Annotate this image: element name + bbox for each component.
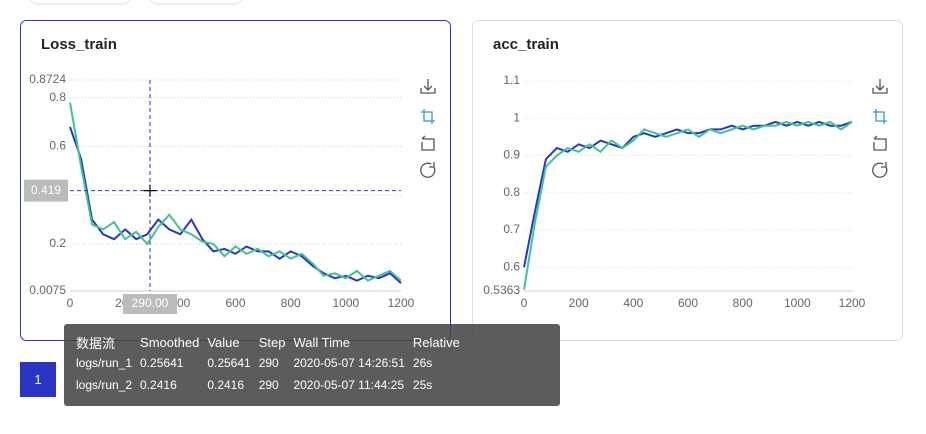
download-icon[interactable]	[872, 79, 888, 94]
y-tick-label: 0.8	[49, 90, 66, 104]
x-tick-label: 1000	[332, 296, 359, 310]
tooltip-cell: 0.25641	[140, 356, 184, 370]
y-tick-label: 0.0075	[29, 283, 66, 297]
top-button[interactable]	[150, 0, 242, 5]
x-tick-label: 600	[225, 296, 245, 310]
y-tick-label: 0.6	[49, 139, 66, 153]
x-tick-label: 800	[281, 296, 301, 310]
series-line	[69, 126, 402, 284]
y-tick-label: 0.9	[503, 148, 520, 162]
tooltip-column: Step	[258, 334, 286, 350]
download-icon[interactable]	[420, 79, 436, 94]
x-tick-label: 600	[678, 296, 698, 310]
x-tick-label: 1000	[784, 296, 811, 310]
tooltip-cell: 0.2416	[140, 378, 177, 392]
tooltip-cell: 25s	[412, 378, 433, 392]
toolbar	[420, 79, 436, 178]
x-tick-label: 0	[521, 296, 528, 310]
crosshair-label-bg	[122, 294, 177, 314]
tooltip-column: Smoothed	[140, 334, 200, 350]
card	[472, 20, 903, 341]
y-tick-label: 0.8	[503, 185, 520, 199]
top-button[interactable]	[30, 0, 130, 5]
chart-title: acc_train	[493, 36, 559, 53]
tooltip-row: logs/run_1 0.25641 0.25641 290 2020-05-07 14…	[72, 352, 464, 374]
crosshair-x-label: 290.00	[132, 296, 169, 310]
toolbar	[872, 79, 888, 178]
series-line	[523, 120, 853, 268]
tooltip-column: Relative	[412, 334, 460, 350]
y-tick-label: 1.1	[503, 73, 520, 87]
restore-icon[interactable]	[421, 135, 435, 151]
tooltip-column: Wall Time	[293, 334, 351, 350]
chart-title: Loss_train	[41, 36, 117, 53]
x-tick-label: 1200	[388, 296, 415, 310]
tooltip-column: 数据流	[76, 335, 116, 351]
tooltip-table: 数据流 Smoothed Value Step Wall Time Relative log…	[72, 332, 464, 396]
refresh-icon[interactable]	[872, 162, 888, 178]
y-tick-label: 0.5363	[483, 283, 520, 297]
tooltip-header: 数据流 Smoothed Value Step Wall Time Relative	[72, 332, 464, 352]
tooltip-cell: logs/run_1	[76, 356, 133, 370]
x-tick-label: 200	[569, 296, 589, 310]
tooltip-cell: 290	[258, 378, 279, 392]
x-tick-label: 0	[67, 296, 74, 310]
series-line	[69, 102, 402, 282]
tooltip: 数据流 Smoothed Value Step Wall Time Relative log…	[64, 324, 560, 406]
tooltip-cell: logs/run_2	[76, 378, 133, 392]
tooltip-cell: 0.25641	[207, 356, 251, 370]
tooltip-cell: 0.2416	[207, 378, 245, 392]
tooltip-column: Value	[207, 334, 240, 350]
crop-icon[interactable]	[873, 109, 887, 124]
y-tick-label: 0.8724	[29, 72, 66, 86]
cursor	[143, 184, 156, 197]
x-tick-label: 400	[623, 296, 643, 310]
tooltip-cell: 26s	[412, 356, 433, 370]
y-tick-label: 0.7	[503, 222, 520, 236]
refresh-icon[interactable]	[420, 162, 436, 178]
x-tick-label: 1200	[839, 296, 866, 310]
crosshair-label-bg	[24, 179, 68, 202]
tooltip-cell: 2020-05-07 11:44:25	[293, 378, 404, 392]
y-tick-label: 0.6	[503, 259, 520, 273]
tooltip-row: logs/run_2 0.2416 0.2416 290 2020-05-07 11:4…	[72, 374, 464, 396]
page-button[interactable]: 1	[20, 362, 56, 397]
restore-icon[interactable]	[873, 135, 887, 151]
tooltip-cell: 290	[258, 356, 279, 370]
y-tick-label: 0.2	[49, 236, 66, 250]
tooltip-cell: 2020-05-07 14:26:51	[293, 356, 405, 370]
y-tick-label: 1	[513, 110, 520, 124]
x-tick-label: 800	[733, 296, 753, 310]
crop-icon[interactable]	[421, 109, 435, 124]
crosshair-y-label: 0.419	[31, 183, 61, 197]
series-line	[523, 120, 853, 290]
